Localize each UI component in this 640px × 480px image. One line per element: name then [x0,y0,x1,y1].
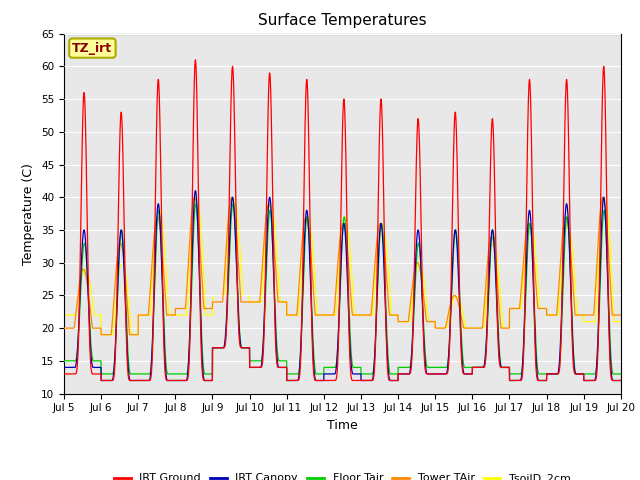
X-axis label: Time: Time [327,419,358,432]
Y-axis label: Temperature (C): Temperature (C) [22,163,35,264]
Legend: IRT Ground, IRT Canopy, Floor Tair, Tower TAir, TsoilD_2cm: IRT Ground, IRT Canopy, Floor Tair, Towe… [109,469,575,480]
Text: TZ_irt: TZ_irt [72,42,113,55]
Title: Surface Temperatures: Surface Temperatures [258,13,427,28]
